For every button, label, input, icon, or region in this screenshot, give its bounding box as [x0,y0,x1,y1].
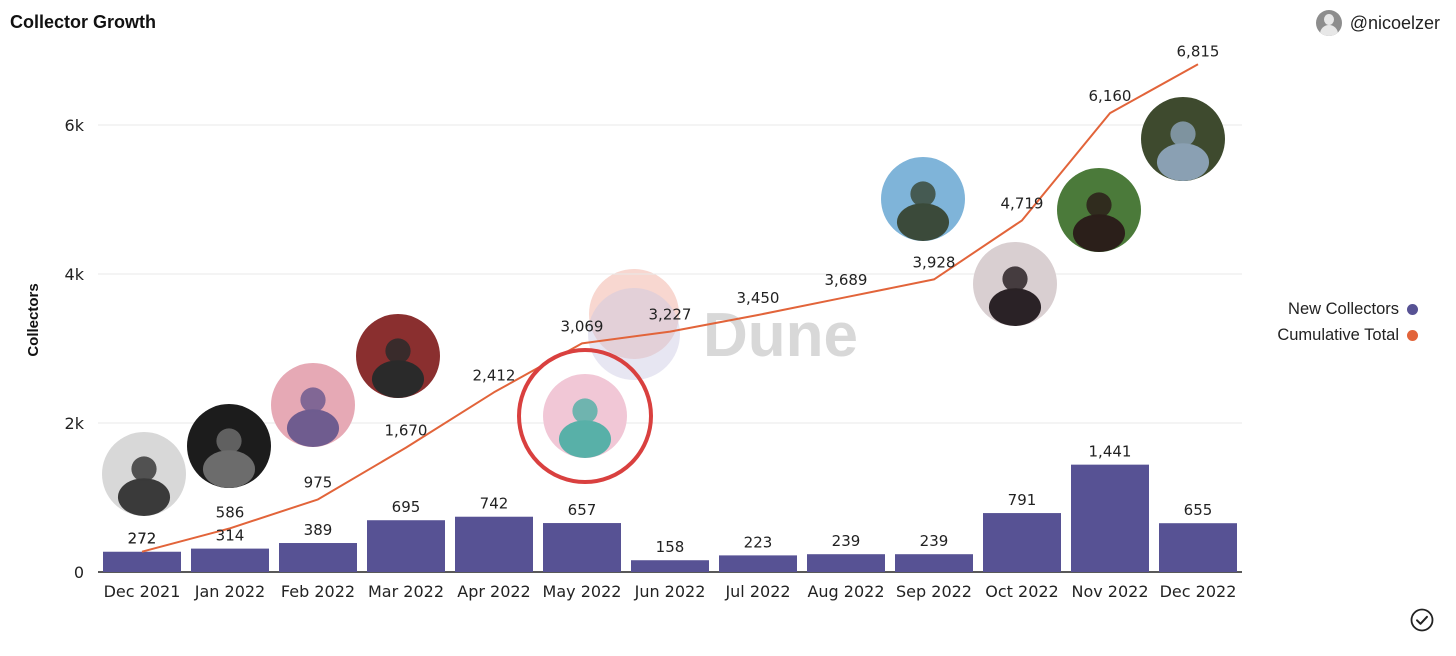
gridlines [98,124,1242,424]
line-value-label: 3,069 [561,317,604,335]
bar-new-collectors [103,551,181,572]
bar-new-collectors [455,516,533,572]
bar-value-label: 158 [656,538,685,556]
bar-new-collectors [895,554,973,572]
x-tick-label: Dec 2021 [104,582,181,601]
bar-value-label: 791 [1008,491,1037,509]
check-circle-icon[interactable] [1410,608,1434,632]
bar-series [103,464,1237,572]
bar-new-collectors [983,513,1061,572]
y-tick-label: 2k [65,414,85,433]
bar-new-collectors [191,548,269,572]
legend-swatch-cumulative-total [1407,329,1418,341]
line-value-label: 975 [304,473,333,491]
watermark-text: Dune [703,301,858,370]
legend-item-new-collectors[interactable]: New Collectors [1277,296,1418,322]
x-tick-label: Dec 2022 [1160,582,1237,601]
line-value-label: 6,160 [1089,87,1132,105]
data-labels: 272 314 389 695 742 657 158 223 239 239 791 1,441 65… [128,42,1220,556]
bar-value-label: 389 [304,521,333,539]
bar-value-label: 1,441 [1089,443,1132,461]
photo-braids-portrait [1057,168,1141,253]
watermark-circle-top [589,269,679,359]
photo-bicycle-illustration [271,363,355,447]
y-axis-title: Collectors [25,283,42,356]
line-value-label: 1,670 [385,422,428,440]
x-tick-label: Jan 2022 [194,582,265,601]
line-value-label: 3,227 [649,306,692,324]
bar-value-label: 314 [216,527,245,545]
photo-duo-outdoor [1141,97,1225,182]
legend-label-cumulative-total: Cumulative Total [1277,325,1399,344]
bar-new-collectors [807,554,885,572]
author-badge[interactable]: @nicoelzer [1315,10,1440,36]
bar-new-collectors [1071,464,1149,572]
bar-new-collectors [1159,523,1237,572]
photo-dark-hair-portrait [187,404,271,488]
legend-item-cumulative-total[interactable]: Cumulative Total [1277,322,1418,348]
photo-pink-makeup-portrait [973,242,1057,326]
photo-cartoon-artwork [517,348,653,484]
bar-new-collectors [279,543,357,572]
x-tick-label: Jun 2022 [634,582,706,601]
bar-new-collectors [719,555,797,572]
axes: 0 2k 4k 6k Collectors Dec 2021 Jan 2022 Feb 202… [25,116,1242,601]
x-tick-label: Aug 2022 [807,582,884,601]
y-tick-label: 0 [74,563,84,582]
chart-title: Collector Growth [10,12,157,32]
y-tick-label: 4k [65,265,85,284]
author-name: @nicoelzer [1349,12,1440,33]
legend-swatch-new-collectors [1407,303,1418,315]
line-value-label: 3,450 [737,289,780,307]
bar-new-collectors [543,523,621,572]
legend-label-new-collectors: New Collectors [1288,299,1399,318]
bar-new-collectors [367,520,445,572]
bar-value-label: 223 [744,533,773,551]
bar-new-collectors [631,560,709,572]
line-value-label: 6,815 [1177,42,1220,60]
x-tick-label: Oct 2022 [985,582,1058,601]
bar-value-label: 657 [568,501,597,519]
x-tick-label: Sep 2022 [896,582,972,601]
bar-value-label: 239 [920,532,949,550]
x-tick-label: Feb 2022 [281,582,355,601]
photo-curly-hair-portrait [102,432,186,516]
line-value-label: 3,928 [913,253,956,271]
x-tick-label: Apr 2022 [457,582,530,601]
x-tick-label: Mar 2022 [368,582,444,601]
line-value-label: 4,719 [1001,194,1044,212]
line-value-label: 2,412 [473,366,516,384]
artist-photos [102,97,1225,516]
legend: New Collectors Cumulative Total [1277,296,1418,348]
line-value-label: 272 [128,530,157,548]
bar-value-label: 742 [480,495,509,513]
photo-flannel-portrait [881,157,965,242]
photo-sunglasses-portrait [356,314,440,398]
line-series [141,63,1199,553]
y-tick-label: 6k [65,116,85,135]
avatar [1315,10,1342,36]
bar-value-label: 272 [128,530,157,548]
bar-value-label: 695 [392,498,421,516]
x-tick-label: May 2022 [543,582,622,601]
bar-value-label: 655 [1184,501,1213,519]
watermark: Dune [588,269,858,380]
bar-value-label: 239 [832,532,861,550]
line-value-label: 3,689 [825,271,868,289]
x-tick-label: Nov 2022 [1071,582,1148,601]
line-cumulative-total [141,63,1199,553]
x-tick-label: Jul 2022 [724,582,790,601]
highlight-ring [517,348,653,484]
line-value-label: 586 [216,503,245,521]
